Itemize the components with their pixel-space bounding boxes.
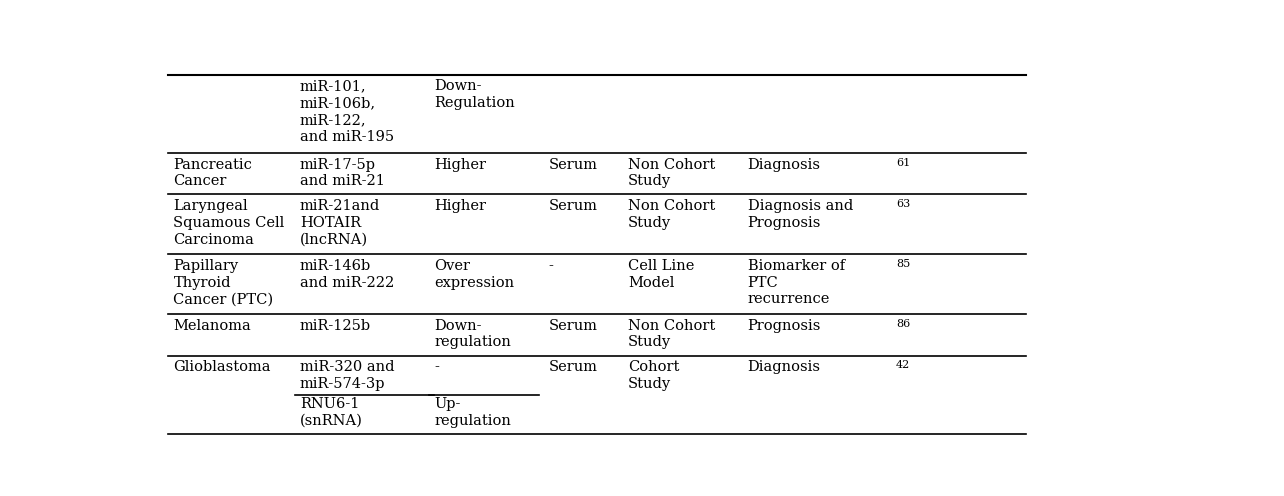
Text: Serum: Serum	[548, 319, 597, 333]
Text: Cohort
Study: Cohort Study	[628, 360, 679, 391]
Text: miR-17-5p
and miR-21: miR-17-5p and miR-21	[300, 158, 385, 188]
Text: Higher: Higher	[434, 158, 487, 172]
Text: Higher: Higher	[434, 199, 487, 213]
Text: Diagnosis and
Prognosis: Diagnosis and Prognosis	[747, 199, 853, 230]
Text: miR-21and
HOTAIR
(lncRNA): miR-21and HOTAIR (lncRNA)	[300, 199, 380, 247]
Text: Over
expression: Over expression	[434, 259, 515, 290]
Text: Non Cohort
Study: Non Cohort Study	[628, 199, 715, 230]
Text: Laryngeal
Squamous Cell
Carcinoma: Laryngeal Squamous Cell Carcinoma	[173, 199, 285, 247]
Text: Diagnosis: Diagnosis	[747, 158, 820, 172]
Text: Down-
Regulation: Down- Regulation	[434, 79, 515, 110]
Text: 63: 63	[896, 199, 910, 209]
Text: Prognosis: Prognosis	[747, 319, 820, 333]
Text: Cell Line
Model: Cell Line Model	[628, 259, 695, 290]
Text: miR-125b: miR-125b	[300, 319, 371, 333]
Text: Serum: Serum	[548, 158, 597, 172]
Text: 42: 42	[896, 360, 910, 370]
Text: -: -	[548, 259, 553, 273]
Text: Serum: Serum	[548, 360, 597, 374]
Text: RNU6-1
(snRNA): RNU6-1 (snRNA)	[300, 397, 362, 428]
Text: miR-146b
and miR-222: miR-146b and miR-222	[300, 259, 394, 290]
Text: Serum: Serum	[548, 199, 597, 213]
Text: Non Cohort
Study: Non Cohort Study	[628, 158, 715, 188]
Text: 61: 61	[896, 158, 910, 168]
Text: 86: 86	[896, 319, 910, 329]
Text: miR-101,
miR-106b,
miR-122,
and miR-195: miR-101, miR-106b, miR-122, and miR-195	[300, 79, 394, 144]
Text: Glioblastoma: Glioblastoma	[173, 360, 271, 374]
Text: Pancreatic
Cancer: Pancreatic Cancer	[173, 158, 253, 188]
Text: Non Cohort
Study: Non Cohort Study	[628, 319, 715, 350]
Text: Down-
regulation: Down- regulation	[434, 319, 511, 350]
Text: -: -	[434, 360, 439, 374]
Text: Melanoma: Melanoma	[173, 319, 252, 333]
Text: 85: 85	[896, 259, 910, 269]
Text: Biomarker of
PTC
recurrence: Biomarker of PTC recurrence	[747, 259, 845, 307]
Text: Up-
regulation: Up- regulation	[434, 397, 511, 428]
Text: miR-320 and
miR-574-3p: miR-320 and miR-574-3p	[300, 360, 394, 391]
Text: Diagnosis: Diagnosis	[747, 360, 820, 374]
Text: Papillary
Thyroid
Cancer (PTC): Papillary Thyroid Cancer (PTC)	[173, 259, 273, 307]
